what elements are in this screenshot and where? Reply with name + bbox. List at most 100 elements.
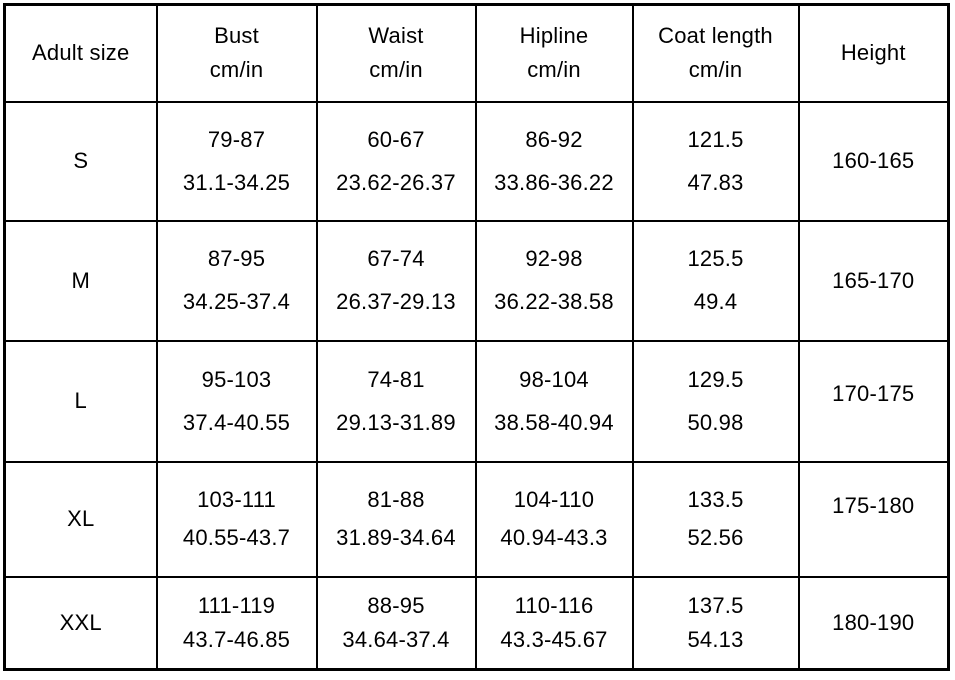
bust-in-value: 37.4-40.55 <box>182 409 291 435</box>
col-header-label: Height <box>840 40 906 66</box>
table-row-xxl: XXL 111-119 43.7-46.85 88-95 34.64-37.4 … <box>3 575 950 671</box>
coat-length-cm-value: 133.5 <box>687 487 744 512</box>
hipline-cell: 110-116 43.3-45.67 <box>474 575 634 671</box>
hipline-cell: 98-104 38.58-40.94 <box>474 339 634 463</box>
bust-cell: 87-95 34.25-37.4 <box>155 219 318 342</box>
hipline-cm-value: 110-116 <box>514 592 594 618</box>
waist-cm-value: 88-95 <box>367 592 425 618</box>
col-header-unit: cm/in <box>527 57 581 83</box>
waist-in-value: 23.62-26.37 <box>336 169 456 195</box>
waist-cell: 60-67 23.62-26.37 <box>315 100 477 222</box>
height-value: 170-175 <box>832 381 915 406</box>
hipline-cell: 104-110 40.94-43.3 <box>474 460 634 578</box>
hipline-cm-value: 104-110 <box>513 487 595 512</box>
bust-cm-value: 79-87 <box>207 126 266 152</box>
col-header-bust: Bust cm/in <box>155 3 318 103</box>
coat-length-in-value: 50.98 <box>687 409 744 435</box>
waist-in-value: 31.89-34.64 <box>336 525 456 550</box>
size-cell: XL <box>3 460 158 578</box>
size-label: M <box>71 267 91 293</box>
height-cell: 170-175 <box>797 339 950 463</box>
bust-in-value: 31.1-34.25 <box>182 169 291 195</box>
col-header-label: Bust <box>214 23 259 49</box>
height-value: 160-165 <box>832 148 915 173</box>
col-header-adult-size: Adult size <box>3 3 158 103</box>
bust-cell: 103-111 40.55-43.7 <box>155 460 318 578</box>
waist-cell: 67-74 26.37-29.13 <box>315 219 477 342</box>
bust-cell: 111-119 43.7-46.85 <box>155 575 318 671</box>
col-header-coat-length: Coat length cm/in <box>631 3 800 103</box>
bust-cell: 95-103 37.4-40.55 <box>155 339 318 463</box>
coat-length-in-value: 52.56 <box>687 525 744 550</box>
hipline-cm-value: 86-92 <box>525 126 583 152</box>
header-row: Adult size Bust cm/in Waist cm/in Hiplin… <box>3 3 950 103</box>
height-value: 175-180 <box>832 493 915 518</box>
hipline-in-value: 38.58-40.94 <box>494 409 614 435</box>
hipline-cell: 92-98 36.22-38.58 <box>474 219 634 342</box>
size-cell: L <box>3 339 158 463</box>
table-row-l: L 95-103 37.4-40.55 74-81 29.13-31.89 98… <box>3 339 950 463</box>
col-header-unit: cm/in <box>209 57 264 83</box>
size-cell: M <box>3 219 158 342</box>
coat-length-cell: 129.5 50.98 <box>631 339 800 463</box>
size-cell: S <box>3 100 158 222</box>
table-row-xl: XL 103-111 40.55-43.7 81-88 31.89-34.64 … <box>3 460 950 578</box>
size-label: XL <box>67 506 95 531</box>
waist-cell: 88-95 34.64-37.4 <box>315 575 477 671</box>
table-row-m: M 87-95 34.25-37.4 67-74 26.37-29.13 92-… <box>3 219 950 342</box>
coat-length-cell: 133.5 52.56 <box>631 460 800 578</box>
height-value: 165-170 <box>832 267 915 293</box>
bust-in-value: 40.55-43.7 <box>182 525 291 550</box>
coat-length-cm-value: 125.5 <box>687 246 744 271</box>
hipline-cm-value: 92-98 <box>525 246 583 271</box>
hipline-in-value: 40.94-43.3 <box>500 525 608 550</box>
waist-cm-value: 67-74 <box>367 246 425 271</box>
bust-cell: 79-87 31.1-34.25 <box>155 100 318 222</box>
waist-in-value: 26.37-29.13 <box>336 289 456 314</box>
coat-length-cell: 125.5 49.4 <box>631 219 800 342</box>
coat-length-cm-value: 137.5 <box>687 592 744 618</box>
bust-cm-value: 111-119 <box>197 592 276 618</box>
waist-cm-value: 60-67 <box>367 126 425 152</box>
waist-in-value: 34.64-37.4 <box>342 626 450 652</box>
coat-length-cell: 137.5 54.13 <box>631 575 800 671</box>
bust-cm-value: 95-103 <box>201 366 272 392</box>
size-chart-table: Adult size Bust cm/in Waist cm/in Hiplin… <box>3 3 950 671</box>
height-value: 180-190 <box>832 609 915 635</box>
col-header-label: Adult size <box>32 40 130 66</box>
bust-in-value: 34.25-37.4 <box>182 289 291 314</box>
size-cell: XXL <box>3 575 158 671</box>
col-header-height: Height <box>797 3 950 103</box>
coat-length-cm-value: 121.5 <box>687 126 744 152</box>
height-cell: 165-170 <box>797 219 950 342</box>
waist-cell: 74-81 29.13-31.89 <box>315 339 477 463</box>
col-header-label: Hipline <box>519 23 589 49</box>
bust-cm-value: 87-95 <box>207 246 266 271</box>
waist-cell: 81-88 31.89-34.64 <box>315 460 477 578</box>
size-label: L <box>74 388 87 413</box>
size-label: S <box>73 148 89 173</box>
hipline-cm-value: 98-104 <box>519 366 589 392</box>
coat-length-in-value: 54.13 <box>687 626 744 652</box>
hipline-in-value: 33.86-36.22 <box>494 169 614 195</box>
height-cell: 175-180 <box>797 460 950 578</box>
height-cell: 180-190 <box>797 575 950 671</box>
col-header-unit: cm/in <box>369 57 423 83</box>
hipline-in-value: 36.22-38.58 <box>494 289 614 314</box>
hipline-in-value: 43.3-45.67 <box>500 626 608 652</box>
bust-in-value: 43.7-46.85 <box>182 626 291 652</box>
hipline-cell: 86-92 33.86-36.22 <box>474 100 634 222</box>
table-row-s: S 79-87 31.1-34.25 60-67 23.62-26.37 86-… <box>3 100 950 222</box>
col-header-waist: Waist cm/in <box>315 3 477 103</box>
coat-length-in-value: 49.4 <box>693 289 738 314</box>
col-header-unit: cm/in <box>688 57 743 83</box>
coat-length-cell: 121.5 47.83 <box>631 100 800 222</box>
size-label: XXL <box>59 609 102 635</box>
col-header-label: Coat length <box>658 23 773 49</box>
waist-cm-value: 81-88 <box>367 487 425 512</box>
waist-in-value: 29.13-31.89 <box>336 409 456 435</box>
col-header-hipline: Hipline cm/in <box>474 3 634 103</box>
bust-cm-value: 103-111 <box>197 487 276 512</box>
waist-cm-value: 74-81 <box>367 366 425 392</box>
height-cell: 160-165 <box>797 100 950 222</box>
